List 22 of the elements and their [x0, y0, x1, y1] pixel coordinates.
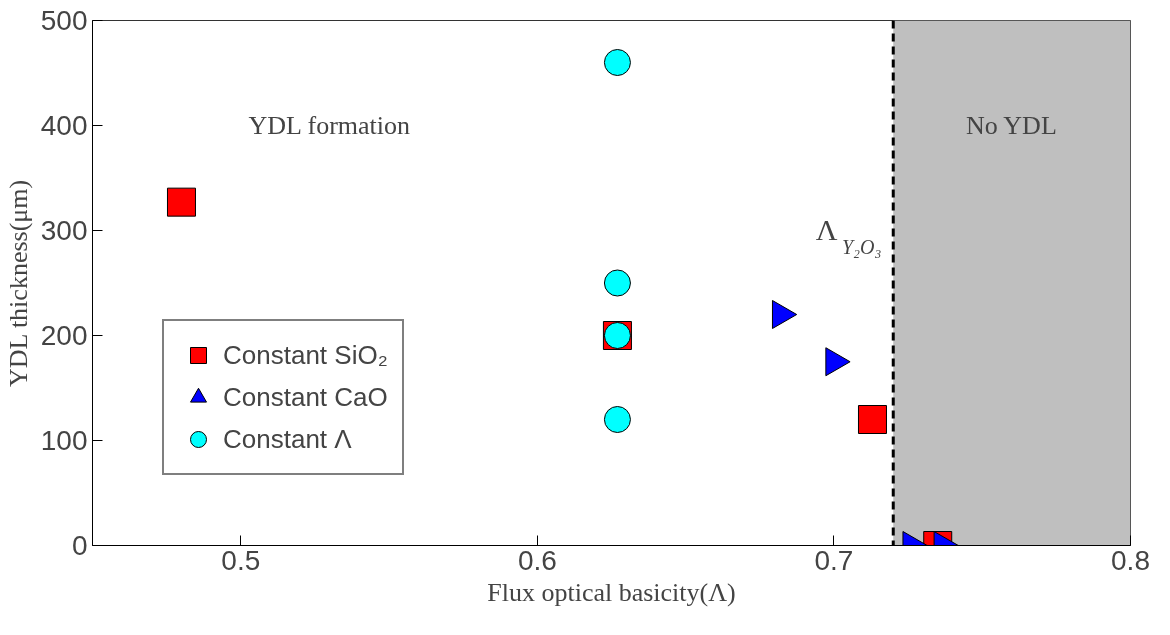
y-tick-label: 0	[71, 530, 88, 561]
y-tick-label: 300	[40, 215, 88, 246]
point	[603, 406, 631, 433]
y-tick-label: 400	[40, 110, 88, 141]
x-tick-label: 0.5	[221, 544, 261, 576]
legend-label: Constant Λ	[223, 423, 352, 455]
legend-label: Constant SiO₂	[223, 339, 388, 371]
point	[603, 269, 631, 297]
y-tick-label: 200	[40, 320, 88, 351]
legend-label: Constant CaO	[223, 381, 388, 413]
x-tick-label: 0.6	[517, 544, 557, 576]
x-tick-label: 0.7	[814, 544, 854, 576]
annotation: YDL formation	[248, 111, 411, 140]
x-axis-title: Flux optical basicity(Λ)	[487, 577, 736, 607]
point	[166, 187, 196, 217]
point	[603, 49, 631, 76]
point	[857, 405, 887, 434]
band-label: No YDL	[966, 111, 1057, 140]
y-tick-label: 500	[40, 5, 88, 36]
y-axis-title: YDL thickness(μm)	[3, 179, 33, 388]
x-tick-label: 0.8	[1111, 544, 1150, 576]
y-tick-label: 100	[40, 425, 88, 456]
